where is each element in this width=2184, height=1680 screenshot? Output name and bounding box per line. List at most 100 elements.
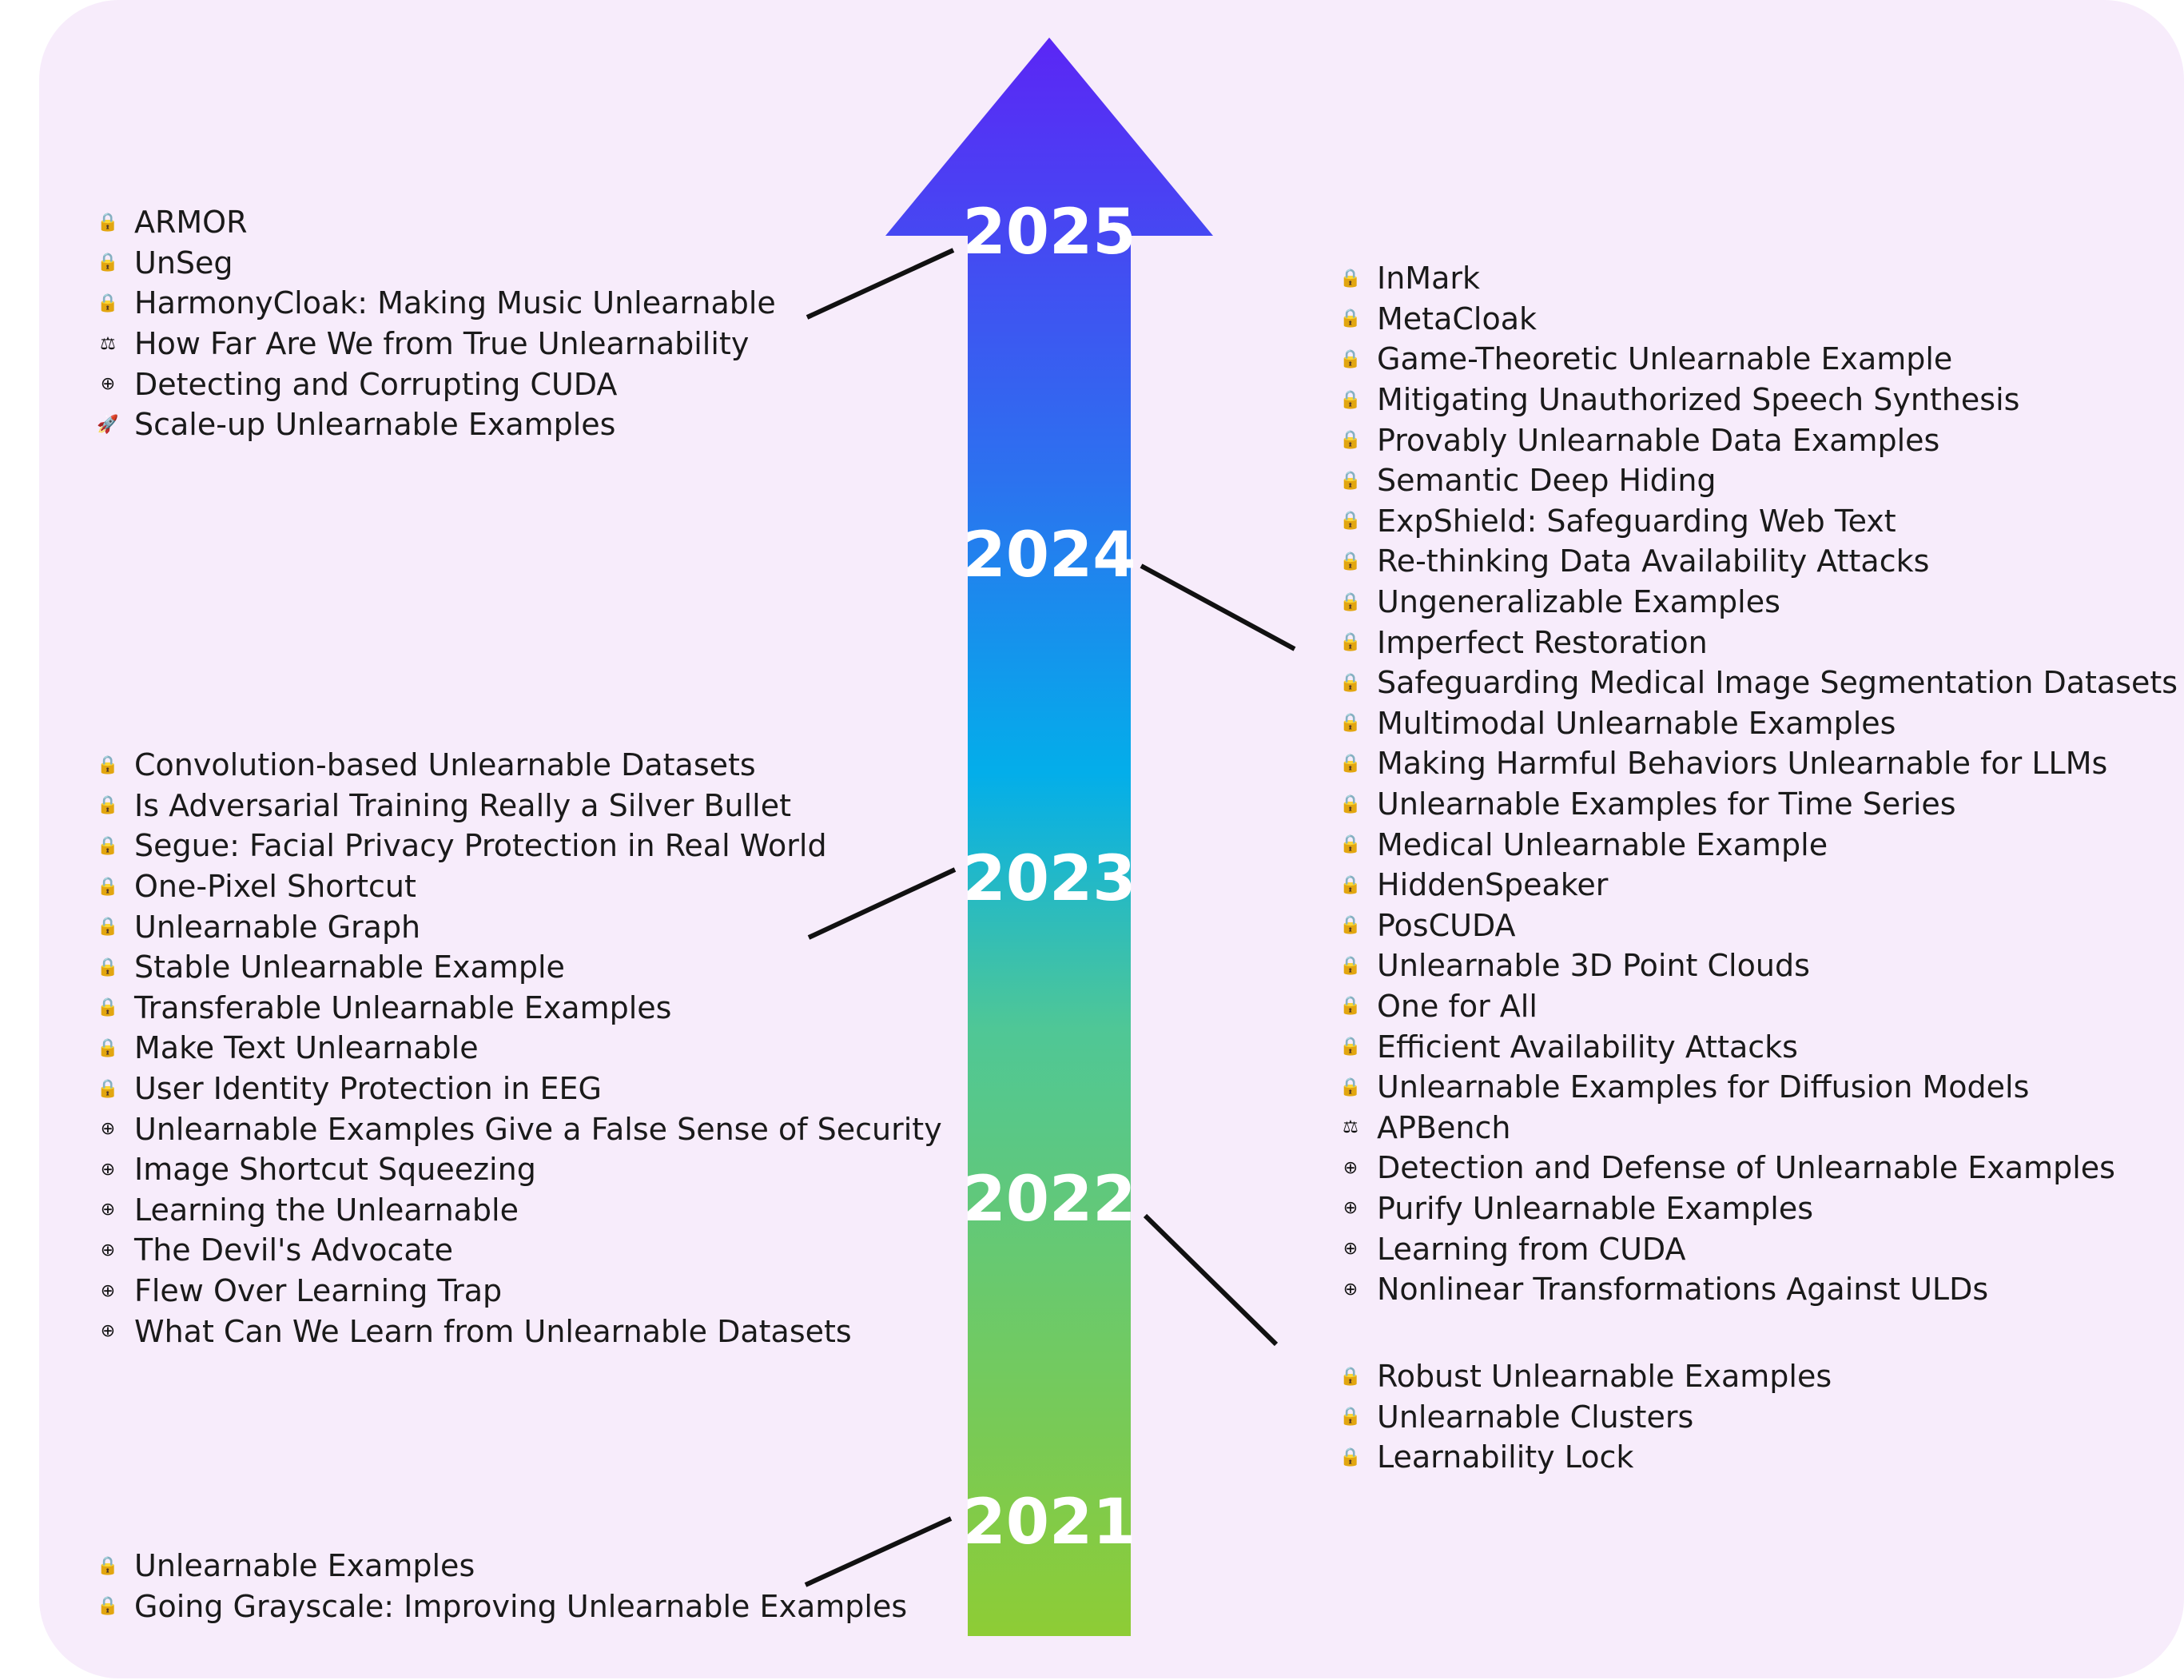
connector-2021 xyxy=(804,1516,953,1587)
target-icon: ⊕ xyxy=(100,1159,116,1180)
paper-title: Learning from CUDA xyxy=(1377,1231,1686,1267)
paper-title: Re-thinking Data Availability Attacks xyxy=(1377,543,1930,579)
list-item: 🔒 Ungeneralizable Examples xyxy=(1339,582,2178,623)
paper-title: Mitigating Unauthorized Speech Synthesis xyxy=(1377,382,2020,418)
scales-icon: ⚖ xyxy=(1343,1117,1359,1138)
list-item: 🔒 Provably Unlearnable Data Examples xyxy=(1339,420,2178,460)
list-item: 🔒 Medical Unlearnable Example xyxy=(1339,824,2178,865)
list-item: 🔒 Learnability Lock xyxy=(1339,1437,1832,1478)
list-item: 🔒 Going Grayscale: Improving Unlearnable … xyxy=(96,1586,907,1627)
paper-title: Unlearnable 3D Point Clouds xyxy=(1377,948,1810,984)
lock-icon: 🔒 xyxy=(97,876,119,897)
list-item: ⊕ Purify Unlearnable Examples xyxy=(1339,1188,2178,1229)
lock-icon: 🔒 xyxy=(1339,955,1362,976)
paper-title: Image Shortcut Squeezing xyxy=(134,1152,536,1188)
lock-icon: 🔒 xyxy=(97,997,119,1018)
paper-title: ARMOR xyxy=(134,205,248,241)
timeline-arrow xyxy=(885,38,1213,1636)
list-item: 🔒 Unlearnable Examples xyxy=(96,1546,907,1586)
lock-icon: 🔒 xyxy=(1339,268,1362,289)
paper-list-2024: 🔒 InMark 🔒 MetaCloak 🔒 Game-Theoretic Unlearn… xyxy=(1339,258,2178,1309)
list-item: ⊕ Detecting and Corrupting CUDA xyxy=(96,364,776,404)
paper-title: Medical Unlearnable Example xyxy=(1377,826,1828,862)
paper-title: Imperfect Restoration xyxy=(1377,624,1708,660)
paper-title: Robust Unlearnable Examples xyxy=(1377,1359,1832,1395)
paper-title: One-Pixel Shortcut xyxy=(134,869,416,905)
paper-title: HarmonyCloak: Making Music Unlearnable xyxy=(134,285,776,321)
list-item: 🔒 ARMOR xyxy=(96,202,776,243)
paper-title: Unlearnable Graph xyxy=(134,909,421,945)
paper-title: The Devil's Advocate xyxy=(134,1232,453,1268)
list-item: 🔒 Is Adversarial Training Really a Silver… xyxy=(96,786,942,826)
paper-title: Transferable Unlearnable Examples xyxy=(134,989,672,1025)
list-item: 🔒 Semantic Deep Hiding xyxy=(1339,460,2178,501)
list-item: 🔒 Robust Unlearnable Examples xyxy=(1339,1356,1832,1397)
paper-title: Game-Theoretic Unlearnable Example xyxy=(1377,341,1953,377)
list-item: 🔒 Safeguarding Medical Image Segmentation… xyxy=(1339,663,2178,703)
paper-title: Flew Over Learning Trap xyxy=(134,1273,503,1309)
lock-icon: 🔒 xyxy=(1339,551,1362,571)
lock-icon: 🔒 xyxy=(1339,794,1362,814)
paper-title: Convolution-based Unlearnable Datasets xyxy=(134,747,756,783)
year-label-2021: 2021 xyxy=(962,1487,1136,1559)
list-item: 🔒 Multimodal Unlearnable Examples xyxy=(1339,703,2178,744)
paper-title: How Far Are We from True Unlearnability xyxy=(134,326,750,362)
target-icon: ⊕ xyxy=(1343,1279,1359,1300)
list-item: 🔒 Imperfect Restoration xyxy=(1339,622,2178,663)
paper-title: Purify Unlearnable Examples xyxy=(1377,1190,1814,1226)
list-item: 🚀 Scale-up Unlearnable Examples xyxy=(96,404,776,445)
lock-icon: 🔒 xyxy=(1339,713,1362,734)
paper-title: Going Grayscale: Improving Unlearnable E… xyxy=(134,1588,908,1624)
paper-title: What Can We Learn from Unlearnable Datas… xyxy=(134,1313,852,1349)
lock-icon: 🔒 xyxy=(1339,1407,1362,1427)
list-item: 🔒 Efficient Availability Attacks xyxy=(1339,1026,2178,1067)
list-item: 🔒 One for All xyxy=(1339,986,2178,1027)
lock-icon: 🔒 xyxy=(97,212,119,233)
list-item: 🔒 ExpShield: Safeguarding Web Text xyxy=(1339,501,2178,542)
connector-2023 xyxy=(807,867,957,940)
paper-title: Ungeneralizable Examples xyxy=(1377,584,1780,620)
list-item: 🔒 InMark xyxy=(1339,258,2178,299)
target-icon: ⊕ xyxy=(100,1321,116,1342)
lock-icon: 🔒 xyxy=(97,957,119,977)
paper-title: Detecting and Corrupting CUDA xyxy=(134,366,618,402)
list-item: 🔒 PosCUDA xyxy=(1339,906,2178,946)
paper-title: APBench xyxy=(1377,1109,1511,1145)
target-icon: ⊕ xyxy=(100,1119,116,1140)
paper-title: Unlearnable Examples for Time Series xyxy=(1377,786,1956,822)
year-label-2025: 2025 xyxy=(962,197,1136,269)
paper-title: Learnability Lock xyxy=(1377,1439,1634,1475)
paper-title: PosCUDA xyxy=(1377,907,1516,943)
lock-icon: 🔒 xyxy=(1339,1447,1362,1467)
lock-icon: 🔒 xyxy=(97,253,119,273)
list-item: 🔒 Mitigating Unauthorized Speech Synthesi… xyxy=(1339,380,2178,420)
lock-icon: 🔒 xyxy=(1339,1037,1362,1057)
lock-icon: 🔒 xyxy=(1339,591,1362,612)
year-label-2024: 2024 xyxy=(962,520,1136,591)
paper-title: Learning the Unlearnable xyxy=(134,1192,519,1228)
paper-title: Is Adversarial Training Really a Silver … xyxy=(134,787,791,823)
lock-icon: 🔒 xyxy=(97,795,119,816)
lock-icon: 🔒 xyxy=(1339,632,1362,653)
paper-list-2022: 🔒 Robust Unlearnable Examples 🔒 Unlearnable… xyxy=(1339,1356,1832,1478)
list-item: ⚖ How Far Are We from True Unlearnability xyxy=(96,324,776,364)
target-icon: ⊕ xyxy=(1343,1157,1359,1178)
paper-title: Safeguarding Medical Image Segmentation … xyxy=(1377,665,2178,701)
rocket-icon: 🚀 xyxy=(97,414,119,435)
connector-2022 xyxy=(1143,1213,1279,1347)
paper-title: ExpShield: Safeguarding Web Text xyxy=(1377,503,1896,539)
paper-title: InMark xyxy=(1377,261,1480,297)
year-label-2022: 2022 xyxy=(962,1164,1136,1236)
target-icon: ⊕ xyxy=(100,374,116,395)
lock-icon: 🔒 xyxy=(1339,348,1362,369)
lock-icon: 🔒 xyxy=(1339,753,1362,774)
paper-title: HiddenSpeaker xyxy=(1377,867,1609,903)
lock-icon: 🔒 xyxy=(1339,874,1362,895)
target-icon: ⊕ xyxy=(1343,1239,1359,1260)
paper-list-2021: 🔒 Unlearnable Examples 🔒 Going Grayscale: I… xyxy=(96,1546,907,1626)
list-item: 🔒 UnSeg xyxy=(96,243,776,284)
list-item: 🔒 Unlearnable Examples for Time Series xyxy=(1339,784,2178,825)
list-item: ⊕ Flew Over Learning Trap xyxy=(96,1271,942,1312)
list-item: 🔒 Make Text Unlearnable xyxy=(96,1028,942,1069)
